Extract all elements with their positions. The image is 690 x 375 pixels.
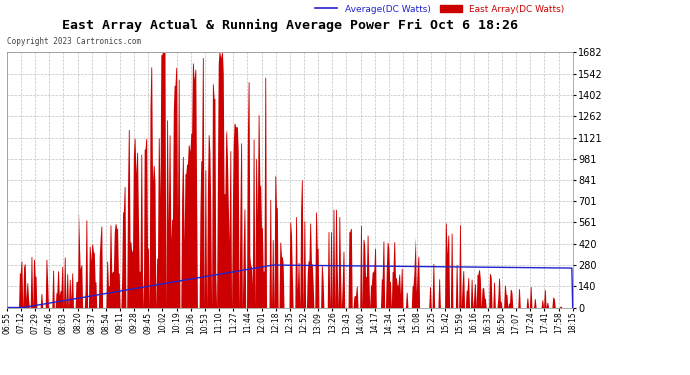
Text: Copyright 2023 Cartronics.com: Copyright 2023 Cartronics.com [7,38,141,46]
Legend: Average(DC Watts), East Array(DC Watts): Average(DC Watts), East Array(DC Watts) [311,1,568,17]
Text: East Array Actual & Running Average Power Fri Oct 6 18:26: East Array Actual & Running Average Powe… [62,19,518,32]
